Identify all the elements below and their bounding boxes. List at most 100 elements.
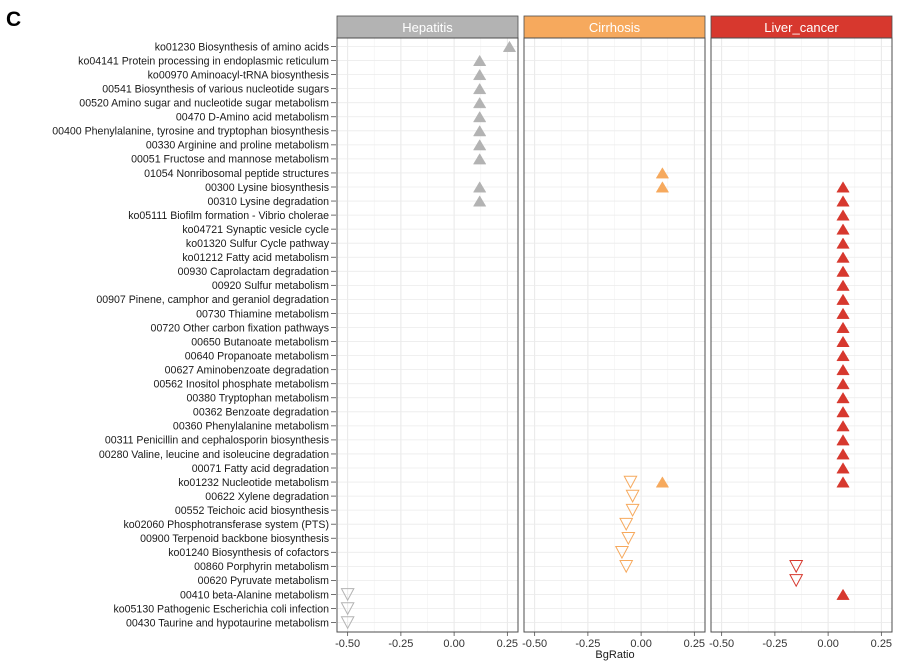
data-point-down-triangle: [789, 574, 804, 588]
data-point-up-triangle: [836, 462, 850, 474]
data-point-up-triangle: [836, 434, 850, 446]
data-point-up-triangle: [473, 125, 487, 137]
row-label: ko01212 Fatty acid metabolism: [182, 252, 329, 264]
data-point-up-triangle: [473, 111, 487, 123]
row-label: 00920 Sulfur metabolism: [212, 280, 329, 292]
data-point-up-triangle: [836, 335, 850, 347]
data-point-down-triangle: [621, 531, 636, 546]
data-point-up-triangle: [836, 406, 850, 418]
data-point-up-triangle: [836, 209, 850, 221]
row-label: 00930 Caprolactam degradation: [178, 266, 329, 278]
data-point-up-triangle: [473, 82, 487, 95]
row-label: 00520 Amino sugar and nucleotide sugar m…: [79, 98, 329, 110]
row-label: ko00970 Aminoacyl-tRNA biosynthesis: [148, 69, 329, 81]
row-label: 00410 beta-Alanine metabolism: [180, 589, 329, 601]
facet-panel: Hepatitis -0.50 -0.25 0.00 0.25: [335, 15, 519, 650]
row-label: 00720 Other carbon fixation pathways: [151, 322, 329, 334]
data-point-up-triangle: [836, 349, 850, 362]
panel-border: [710, 37, 893, 633]
row-label: 00071 Fatty acid degradation: [192, 463, 329, 475]
row-label: 00860 Porphyrin metabolism: [194, 561, 329, 573]
row-label: ko02060 Phosphotransferase system (PTS): [123, 519, 329, 531]
data-point-down-triangle: [625, 489, 640, 503]
data-point-up-triangle: [836, 363, 850, 376]
row-label: 00380 Tryptophan metabolism: [186, 393, 329, 405]
data-point-up-triangle: [836, 237, 850, 249]
data-point-up-triangle: [836, 279, 850, 291]
data-point-down-triangle: [789, 560, 804, 574]
panel-letter: C: [6, 8, 21, 31]
facet-panels: Hepatitis -0.50 -0.25 0.00 0.25 Cirrhosis -0.5…: [335, 15, 893, 650]
data-point-up-triangle: [473, 195, 487, 207]
data-point-up-triangle: [836, 392, 850, 404]
row-label: ko01230 Biosynthesis of amino acids: [155, 41, 329, 53]
row-label: 00400 Phenylalanine, tyrosine and trypto…: [52, 126, 329, 138]
row-label: ko04721 Synaptic vesicle cycle: [182, 224, 329, 236]
data-point-up-triangle: [836, 195, 850, 207]
facet-panel: Liver_cancer -0.50 -0.25 0.00 0.25: [709, 15, 893, 650]
row-label: ko05130 Pathogenic Escherichia coli infe…: [113, 603, 329, 615]
row-label: 00470 D-Amino acid metabolism: [176, 112, 329, 124]
data-point-up-triangle: [836, 448, 850, 460]
data-point-down-triangle: [340, 602, 355, 616]
row-label: ko05111 Biofilm formation - Vibrio chole…: [128, 210, 329, 222]
row-label: ko01240 Biosynthesis of cofactors: [168, 547, 329, 559]
x-tick-label: 0.25: [684, 638, 705, 650]
x-axis-title: BgRatio: [595, 649, 634, 661]
data-point-up-triangle: [836, 588, 850, 600]
x-tick-label: -0.25: [388, 638, 413, 650]
row-label: 00362 Benzoate degradation: [193, 407, 329, 419]
data-point-down-triangle: [614, 546, 629, 560]
row-label: ko01232 Nucleotide metabolism: [178, 477, 329, 489]
row-label: 00310 Lysine degradation: [207, 196, 329, 208]
data-point-up-triangle: [473, 68, 487, 81]
data-point-down-triangle: [619, 560, 634, 574]
row-label: ko04141 Protein processing in endoplasmi…: [78, 55, 329, 67]
row-label: 00640 Propanoate metabolism: [185, 350, 329, 362]
row-label: 00650 Butanoate metabolism: [191, 336, 329, 348]
data-point-up-triangle: [836, 181, 850, 193]
data-point-down-triangle: [625, 503, 640, 518]
row-label: 00627 Aminobenzoate degradation: [165, 364, 329, 376]
row-label: 00430 Taurine and hypotaurine metabolism: [126, 617, 329, 629]
facet-strip-label: Cirrhosis: [589, 20, 641, 35]
x-tick-label: -0.50: [335, 638, 360, 650]
facet-strip-label: Liver_cancer: [764, 20, 839, 35]
facet-strip-label: Hepatitis: [402, 20, 453, 35]
row-label: 00730 Thiamine metabolism: [196, 308, 329, 320]
row-label: 00300 Lysine biosynthesis: [205, 182, 329, 194]
row-label: 00620 Pyruvate metabolism: [198, 575, 329, 587]
row-labels: ko01230 Biosynthesis of amino acids ko041…: [52, 41, 336, 629]
x-tick-label: 0.25: [871, 638, 892, 650]
row-label: 00311 Penicillin and cephalosporin biosy…: [105, 435, 329, 447]
row-label: 00330 Arginine and proline metabolism: [146, 140, 329, 152]
data-point-down-triangle: [340, 616, 355, 630]
row-label: 00900 Terpenoid backbone biosynthesis: [140, 533, 329, 545]
data-point-up-triangle: [836, 251, 850, 263]
data-point-up-triangle: [836, 307, 850, 319]
data-point-up-triangle: [836, 265, 850, 277]
data-point-up-triangle: [836, 321, 850, 333]
row-label: 00280 Valine, leucine and isoleucine deg…: [99, 449, 329, 461]
data-point-up-triangle: [502, 40, 517, 52]
data-point-up-triangle: [836, 476, 850, 488]
row-label: 00360 Phenylalanine metabolism: [173, 421, 329, 433]
x-tick-label: 0.00: [443, 638, 464, 650]
data-point-up-triangle: [836, 420, 850, 432]
facet-panel: Cirrhosis -0.50 -0.25 0.00 0.25: [522, 15, 706, 650]
row-label: ko01320 Sulfur Cycle pathway: [186, 238, 330, 250]
data-point-up-triangle: [836, 378, 850, 390]
x-tick-label: -0.50: [709, 638, 734, 650]
x-tick-label: 0.25: [497, 638, 518, 650]
row-label: 00562 Inositol phosphate metabolism: [153, 379, 329, 391]
x-tick-label: -0.25: [575, 638, 600, 650]
x-tick-label: 0.00: [817, 638, 838, 650]
data-point-up-triangle: [655, 181, 670, 193]
data-point-up-triangle: [655, 167, 670, 179]
row-label: 01054 Nonribosomal peptide structures: [144, 168, 329, 180]
row-label: 00907 Pinene, camphor and geraniol degra…: [96, 294, 329, 306]
x-tick-label: -0.25: [762, 638, 787, 650]
data-point-up-triangle: [655, 476, 670, 488]
row-label: 00541 Biosynthesis of various nucleotide…: [102, 83, 329, 95]
